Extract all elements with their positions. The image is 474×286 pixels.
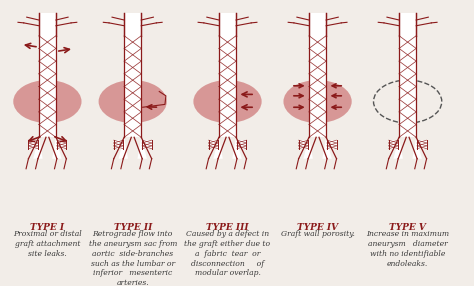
Ellipse shape <box>193 80 262 123</box>
Polygon shape <box>142 140 152 149</box>
Polygon shape <box>124 36 141 137</box>
Polygon shape <box>124 13 141 36</box>
Text: TYPE I: TYPE I <box>30 223 64 232</box>
Polygon shape <box>299 140 308 149</box>
Polygon shape <box>39 13 56 36</box>
Polygon shape <box>412 137 422 159</box>
Polygon shape <box>28 140 38 149</box>
Text: TYPE IV: TYPE IV <box>297 223 338 232</box>
Polygon shape <box>209 140 218 149</box>
Polygon shape <box>219 13 236 36</box>
Text: TYPE III: TYPE III <box>206 223 249 232</box>
Text: Proximal or distal
graft attachment
site leaks.: Proximal or distal graft attachment site… <box>13 230 82 258</box>
Polygon shape <box>232 137 242 159</box>
Ellipse shape <box>99 80 167 123</box>
Text: Increase in maximum
aneurysm   diameter
with no identifiable
endoleaks.: Increase in maximum aneurysm diameter wi… <box>366 230 449 268</box>
Polygon shape <box>137 137 147 159</box>
Polygon shape <box>33 137 43 159</box>
Polygon shape <box>389 140 398 149</box>
Polygon shape <box>399 36 416 137</box>
Polygon shape <box>327 140 337 149</box>
Text: TYPE V: TYPE V <box>389 223 426 232</box>
Polygon shape <box>322 137 332 159</box>
Polygon shape <box>118 137 128 159</box>
Text: Caused by a defect in
the graft either due to
a  fabric  tear  or
disconnection : Caused by a defect in the graft either d… <box>184 230 271 277</box>
Polygon shape <box>114 140 123 149</box>
Polygon shape <box>219 36 236 137</box>
Polygon shape <box>393 137 403 159</box>
Text: TYPE II: TYPE II <box>114 223 152 232</box>
Polygon shape <box>213 137 223 159</box>
Polygon shape <box>57 140 66 149</box>
Polygon shape <box>309 36 326 137</box>
Text: Retrograde flow into
the aneurysm sac from
aortic  side-branches
such as the lum: Retrograde flow into the aneurysm sac fr… <box>89 230 177 286</box>
Ellipse shape <box>13 80 82 123</box>
Polygon shape <box>52 137 62 159</box>
Ellipse shape <box>283 80 352 123</box>
Polygon shape <box>309 13 326 36</box>
Polygon shape <box>417 140 427 149</box>
Polygon shape <box>303 137 313 159</box>
Polygon shape <box>399 13 416 36</box>
Polygon shape <box>237 140 246 149</box>
Polygon shape <box>39 36 56 137</box>
Text: Graft wall porosity.: Graft wall porosity. <box>281 230 355 238</box>
